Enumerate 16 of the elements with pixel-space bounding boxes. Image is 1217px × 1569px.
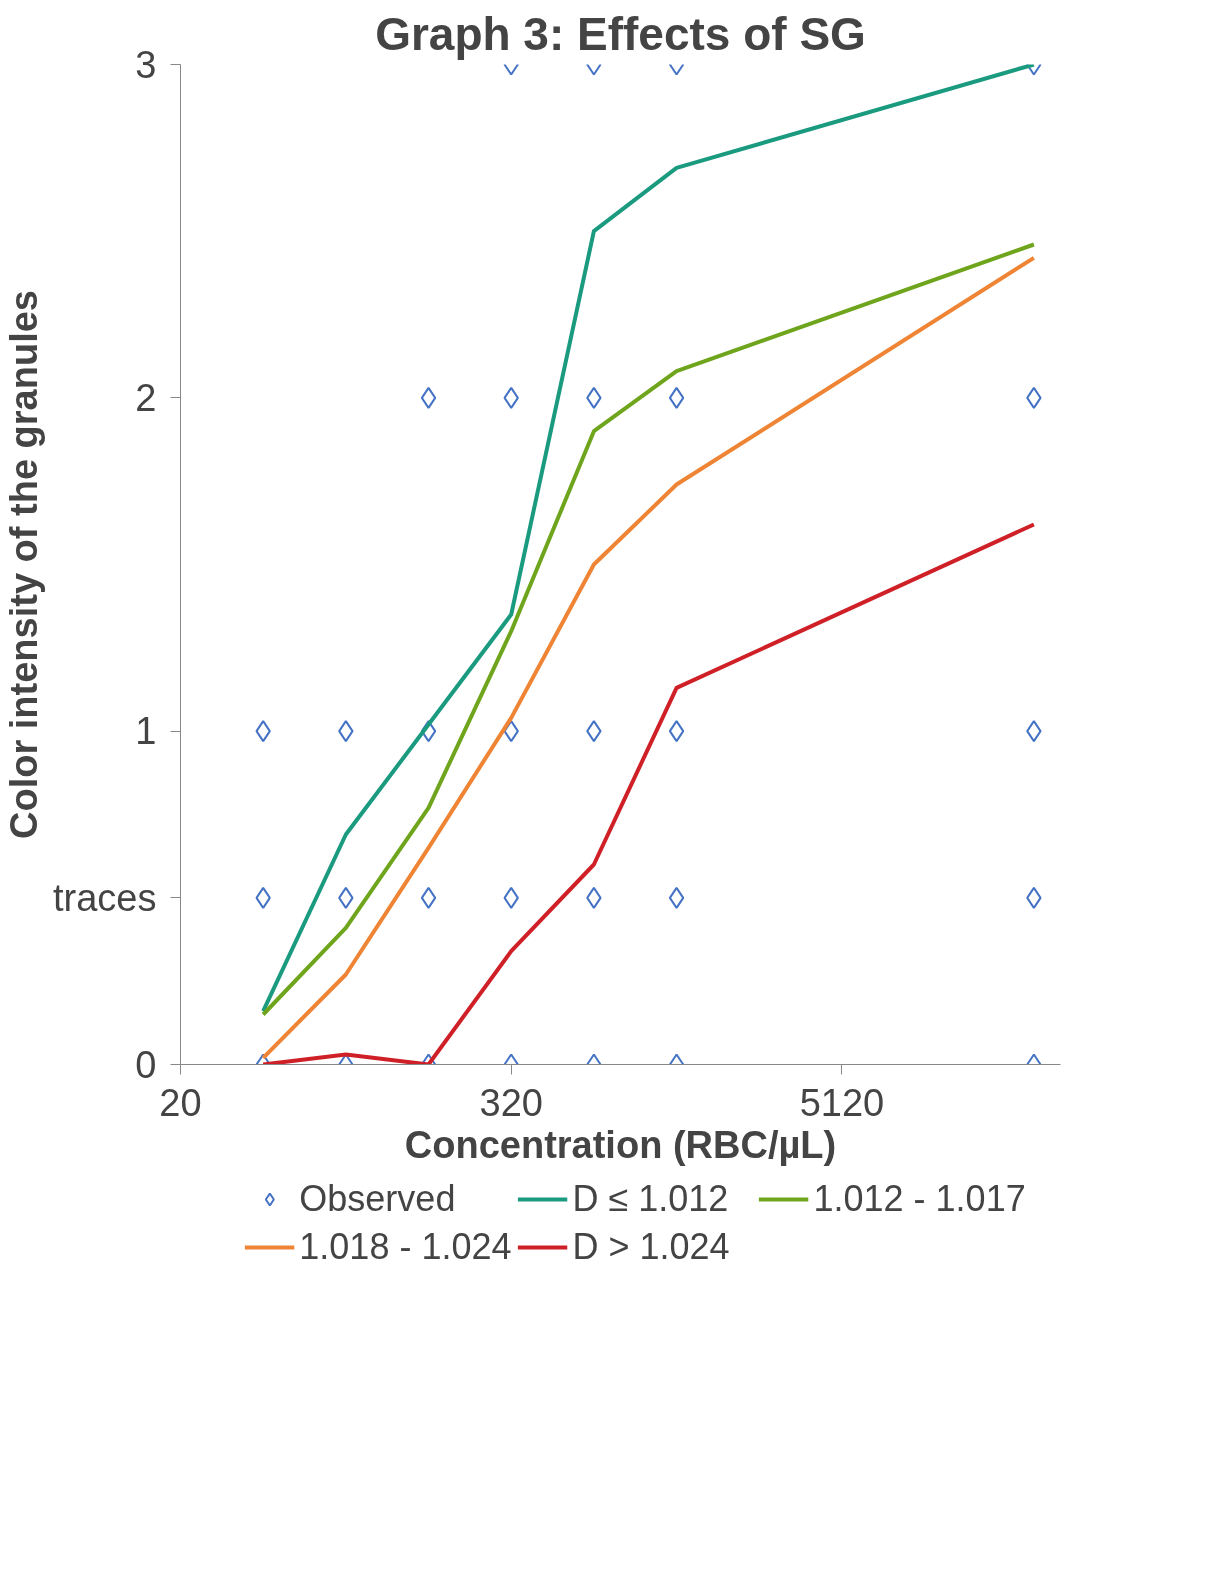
legend-label: 1.018 - 1.024 — [299, 1226, 512, 1268]
x-tick-label: 5120 — [799, 1081, 885, 1124]
legend-label: D ≤ 1.012 — [572, 1178, 730, 1220]
legend-label: 1.012 - 1.017 — [813, 1178, 1026, 1220]
y-axis-title: Color intensity of the granules — [3, 290, 46, 839]
legend-label: D > 1.024 — [572, 1226, 731, 1268]
x-tick-label: 320 — [479, 1081, 543, 1124]
y-tick-label: 1 — [135, 710, 157, 753]
legend-label: Observed — [299, 1178, 457, 1220]
y-tick-label: 3 — [135, 43, 157, 86]
chart-title: Graph 3: Effects of SG — [375, 7, 866, 60]
x-axis-title: Concentration (RBC/µL) — [404, 1123, 837, 1166]
x-tick-label: 20 — [159, 1081, 202, 1124]
y-tick-label: traces — [53, 876, 157, 919]
y-tick-label: 2 — [135, 376, 157, 419]
y-tick-label: 0 — [135, 1043, 157, 1086]
